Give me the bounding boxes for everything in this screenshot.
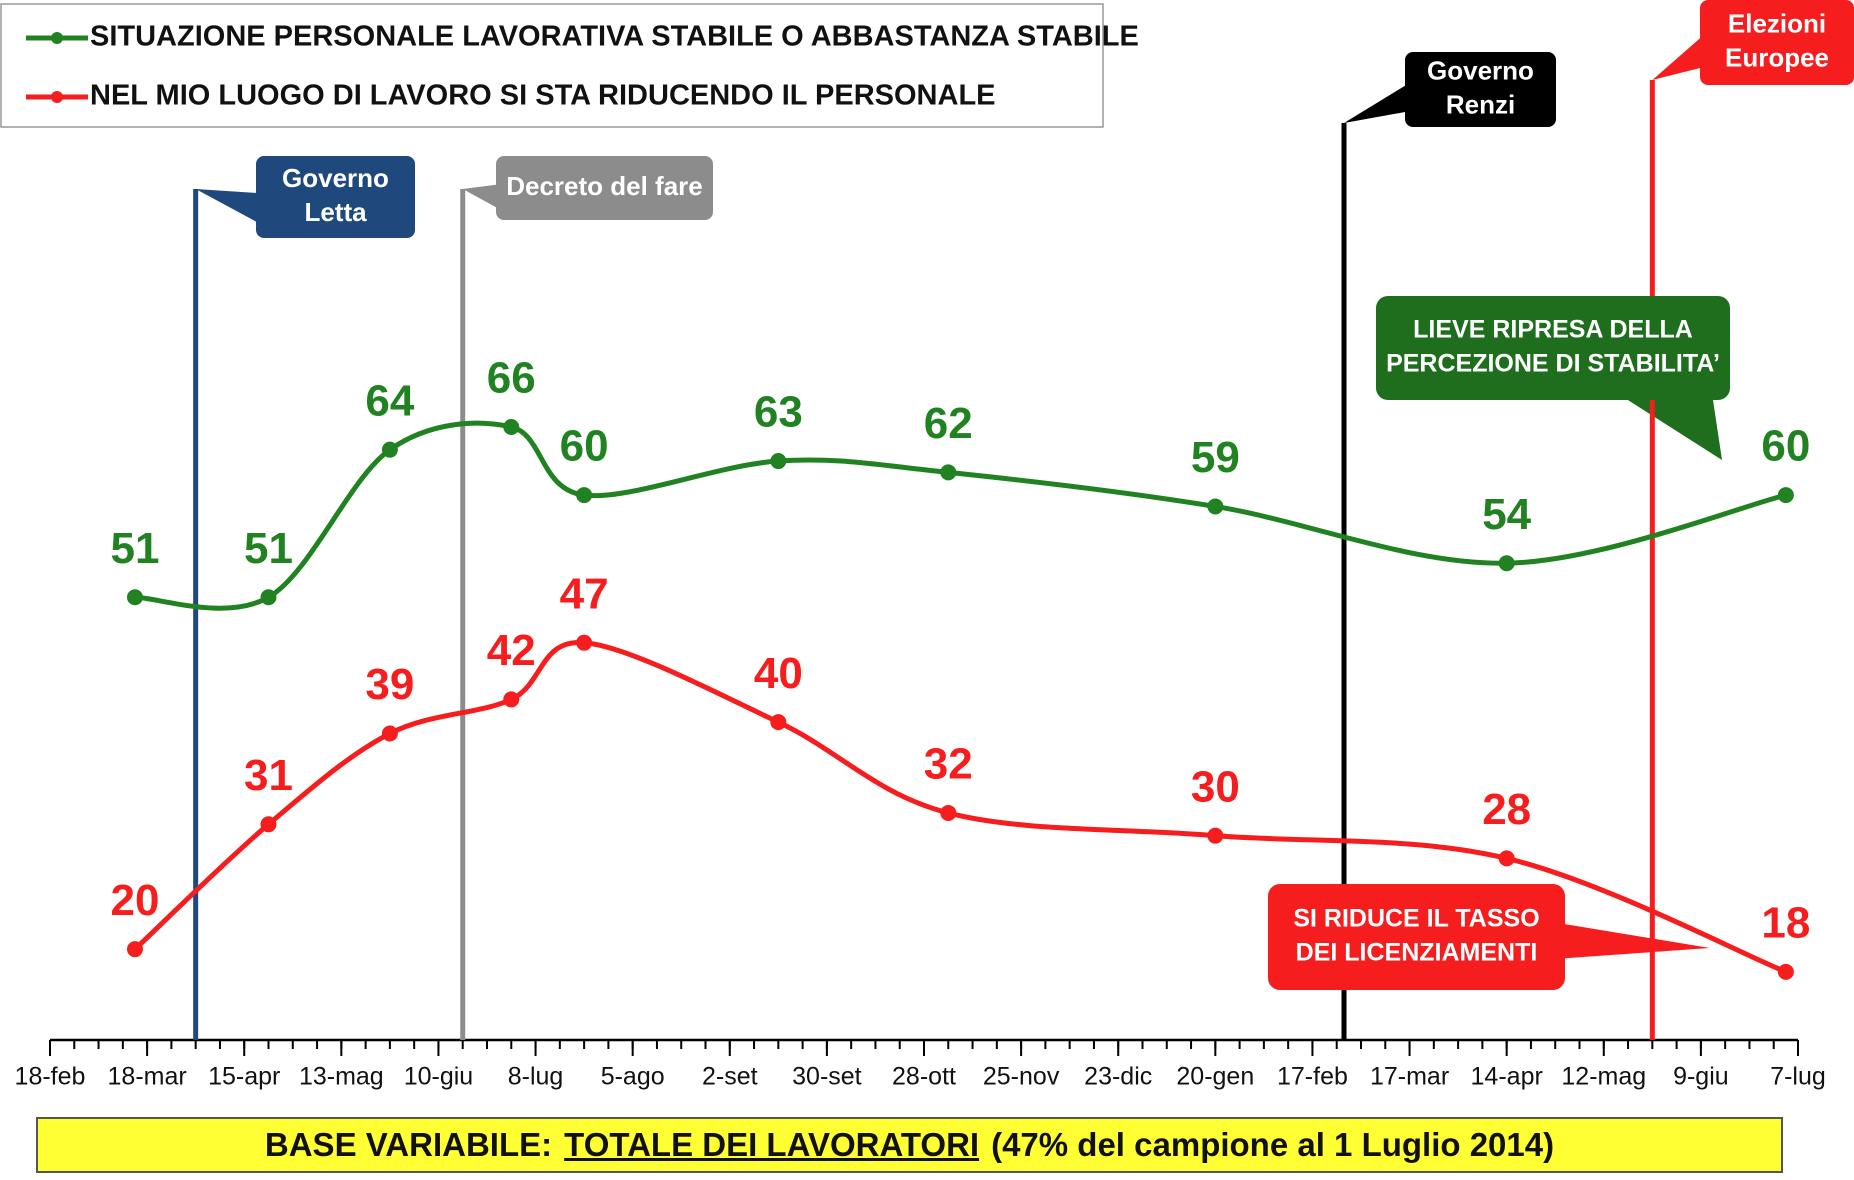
footer-label: BASE VARIABILE: [264, 1126, 553, 1163]
data-label: 63 [754, 388, 803, 437]
event-pointer [462, 184, 496, 208]
x-tick-label: 23-dic [1084, 1063, 1152, 1091]
event-box [256, 156, 415, 238]
x-tick-label: 18-feb [15, 1063, 86, 1091]
point [1498, 555, 1515, 572]
point [126, 589, 143, 606]
point [770, 714, 787, 731]
x-tick-label: 20-gen [1176, 1063, 1254, 1091]
data-label: 64 [365, 376, 414, 425]
event-label: Renzi [1446, 89, 1515, 119]
data-label: 18 [1761, 899, 1810, 948]
event-label: Governo [282, 163, 389, 193]
point [503, 691, 520, 708]
data-label: 51 [244, 524, 293, 573]
x-tick-label: 8-lug [508, 1063, 564, 1091]
x-tick-label: 12-mag [1561, 1063, 1646, 1091]
data-label: 28 [1482, 785, 1531, 834]
point [503, 418, 520, 435]
x-tick-label: 15-apr [208, 1063, 280, 1091]
data-label: 60 [1761, 422, 1810, 471]
point [940, 804, 957, 821]
event-label: Decreto del fare [506, 171, 703, 201]
data-label: 30 [1191, 762, 1240, 811]
data-label: 59 [1191, 433, 1240, 482]
point [260, 816, 277, 833]
data-label: 31 [244, 751, 293, 800]
point [1207, 498, 1224, 515]
x-tick-label: 2-set [702, 1063, 758, 1091]
x-tick-label: 25-nov [983, 1063, 1060, 1091]
data-label: 39 [365, 660, 414, 709]
data-label: 62 [924, 399, 973, 448]
legend-label: NEL MIO LUOGO DI LAVORO SI STA RIDUCENDO… [90, 80, 996, 112]
x-tick-label: 7-lug [1770, 1063, 1826, 1091]
event-pointer [195, 189, 256, 222]
legend-box [0, 3, 1104, 128]
point [381, 725, 398, 742]
point [576, 487, 593, 504]
event-pointer [1652, 38, 1700, 80]
point [1207, 827, 1224, 844]
data-label: 60 [560, 422, 609, 471]
data-label: 32 [924, 740, 973, 789]
legend-label: SITUAZIONE PERSONALE LAVORATIVA STABILE … [90, 21, 1139, 53]
data-label: 47 [560, 569, 609, 618]
point [381, 441, 398, 458]
x-tick-label: 17-feb [1277, 1063, 1348, 1091]
data-label: 51 [110, 524, 159, 573]
x-tick-label: 17-mar [1370, 1063, 1449, 1091]
event-box [1700, 0, 1854, 85]
x-tick-label: 30-set [792, 1063, 862, 1091]
x-tick-label: 28-ott [892, 1063, 956, 1091]
data-label: 54 [1482, 490, 1531, 539]
x-tick-label: 5-ago [601, 1063, 665, 1091]
event-box [1405, 52, 1556, 127]
point [1777, 963, 1794, 980]
x-tick-label: 9-giu [1673, 1063, 1729, 1091]
x-tick-label: 14-apr [1471, 1063, 1543, 1091]
event-label: Letta [304, 197, 367, 227]
callout-label: LIEVE RIPRESA DELLA [1413, 316, 1693, 344]
point [940, 464, 957, 481]
point [260, 589, 277, 606]
point [1777, 487, 1794, 504]
point [576, 634, 593, 651]
event-box [496, 156, 713, 220]
callout-pointer [1540, 920, 1710, 960]
footer-note: (47% del campione al 1 Luglio 2014) [991, 1126, 1555, 1163]
legend-dot [51, 32, 63, 44]
footer: BASE VARIABILE: TOTALE DEI LAVORATORI (4… [36, 1117, 1783, 1173]
data-label: 20 [110, 876, 159, 925]
legend-dot [51, 91, 63, 103]
data-label: 42 [487, 626, 536, 675]
point [1498, 850, 1515, 867]
event-label: Elezioni [1728, 8, 1826, 38]
callout-box [1268, 884, 1565, 990]
event-label: Europee [1725, 42, 1829, 72]
x-tick-label: 18-mar [108, 1063, 187, 1091]
callout-label: SI RIDUCE IL TASSO [1293, 905, 1539, 933]
point [126, 941, 143, 958]
footer-highlight: TOTALE DEI LAVORATORI [564, 1126, 980, 1163]
point [770, 453, 787, 470]
x-tick-label: 13-mag [299, 1063, 384, 1091]
callout-box [1376, 296, 1730, 400]
event-pointer [1344, 85, 1405, 123]
callout-label: PERCEZIONE DI STABILITA’ [1386, 350, 1720, 378]
event-label: Governo [1427, 55, 1534, 85]
callout-label: DEI LICENZIAMENTI [1296, 939, 1538, 967]
data-label: 66 [487, 354, 536, 403]
data-label: 40 [754, 649, 803, 698]
x-tick-label: 10-giu [404, 1063, 474, 1091]
